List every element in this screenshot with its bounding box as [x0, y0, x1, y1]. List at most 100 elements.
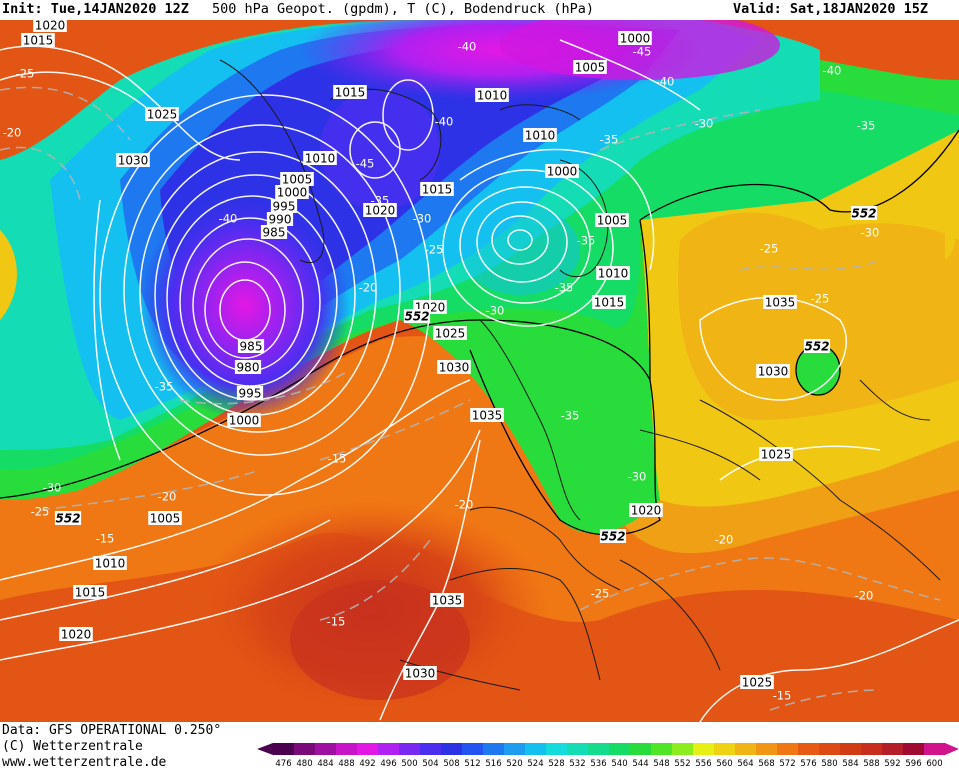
temperature-text: -20 — [158, 490, 177, 504]
legend-swatch-480 — [294, 743, 316, 755]
temperature-label-23: -30 — [628, 470, 647, 484]
temperature-label-20: -15 — [328, 452, 347, 466]
temperature-label-8: -45 — [356, 157, 375, 171]
legend-tick-label: 528 — [548, 759, 564, 769]
temperature-label-31: -20 — [715, 533, 734, 547]
temperature-label-7: -40 — [435, 115, 454, 129]
legend-swatch-508 — [441, 743, 463, 755]
legend-swatch-572 — [777, 743, 799, 755]
legend-tick-label: 552 — [674, 759, 690, 769]
map-title: 500 hPa Geopot. (gpdm), T (C), Bodendruc… — [212, 1, 595, 17]
temperature-text: -35 — [577, 234, 596, 248]
pressure-text: 985 — [263, 226, 286, 240]
temperature-label-2: -40 — [656, 75, 675, 89]
temperature-text: -30 — [861, 226, 880, 240]
legend-tick-label: 600 — [926, 759, 942, 769]
legend-tick-label: 500 — [401, 759, 417, 769]
temperature-text: -20 — [455, 498, 474, 512]
pressure-label-17: 1000 — [545, 164, 579, 179]
gpdm-labels: 552 552 552 552 552 — [54, 206, 878, 544]
legend-tick-label: 484 — [317, 759, 333, 769]
pressure-text: 1015 — [75, 586, 106, 600]
legend-tick-label: 524 — [527, 759, 543, 769]
temperature-text: -20 — [715, 533, 734, 547]
pressure-text: 980 — [237, 361, 260, 375]
pressure-text: 1035 — [472, 409, 503, 423]
temperature-label-4: -35 — [857, 119, 876, 133]
pressure-label-3: 1030 — [116, 153, 150, 168]
legend-swatch-544 — [630, 743, 652, 755]
legend-swatch-596 — [903, 743, 925, 755]
pressure-label-25: 985 — [237, 339, 265, 354]
gpdm-label-0: 552 — [850, 206, 878, 221]
legend-tick-label: 596 — [905, 759, 921, 769]
legend-swatch-492 — [357, 743, 379, 755]
legend-tick-label: 592 — [884, 759, 900, 769]
temperature-text: -40 — [435, 115, 454, 129]
pressure-text: 1030 — [439, 361, 470, 375]
temperature-text: -35 — [857, 119, 876, 133]
pressure-label-12: 1015 — [420, 182, 454, 197]
temperature-label-28: -25 — [31, 505, 50, 519]
temperature-label-10: -30 — [413, 212, 432, 226]
temperature-text: -15 — [96, 532, 115, 546]
temperature-label-13: -20 — [359, 281, 378, 295]
legend-swatch-528 — [546, 743, 568, 755]
legend-swatch-584 — [840, 743, 862, 755]
temperature-text: -20 — [3, 126, 22, 140]
pressure-text: 1005 — [150, 512, 181, 526]
isotherms — [0, 86, 941, 711]
pressure-text: 1015 — [422, 183, 453, 197]
temperature-label-19: -35 — [155, 380, 174, 394]
temperature-label-32: -25 — [591, 587, 610, 601]
temperature-text: -30 — [43, 481, 62, 495]
pressure-label-24: 1035 — [470, 408, 504, 423]
pressure-text: 995 — [239, 387, 262, 401]
pressure-label-27: 995 — [236, 386, 264, 401]
temperature-text: -35 — [561, 409, 580, 423]
temperature-text: -15 — [327, 615, 346, 629]
legend-swatch-556 — [693, 743, 715, 755]
temperature-label-9: -35 — [371, 194, 390, 208]
temperature-label-0: -40 — [458, 40, 477, 54]
pressure-label-26: 980 — [234, 360, 262, 375]
temperature-label-30: -15 — [96, 532, 115, 546]
legend-swatch-524 — [525, 743, 547, 755]
temperature-label-24: -25 — [760, 242, 779, 256]
legend-swatch-552 — [672, 743, 694, 755]
map-header: Init: Tue,14JAN2020 12Z 500 hPa Geopot. … — [0, 0, 959, 20]
pressure-label-7: 1000 — [275, 185, 309, 200]
pressure-text: 1025 — [761, 448, 792, 462]
pressure-label-38: 1035 — [763, 295, 797, 310]
init-time: Init: Tue,14JAN2020 12Z — [2, 1, 189, 17]
gpdm-label-2: 552 — [403, 309, 431, 324]
legend-tick-label: 580 — [821, 759, 837, 769]
pressure-label-35: 1025 — [740, 675, 774, 690]
pressure-text: 985 — [240, 340, 263, 354]
temperature-text: -15 — [328, 452, 347, 466]
legend-arrow-low — [257, 743, 273, 755]
legend-tick-label: 576 — [800, 759, 816, 769]
temperature-text: -35 — [371, 194, 390, 208]
temperature-text: -25 — [16, 67, 35, 81]
gpdm-label-4: 552 — [54, 511, 82, 526]
pressure-label-15: 1005 — [573, 60, 607, 75]
legend-swatch-568 — [756, 743, 778, 755]
temperature-label-3: -40 — [823, 64, 842, 78]
gpdm-text: 552 — [851, 207, 876, 221]
map-footer: Data: GFS OPERATIONAL 0.250° (C) Wetterz… — [0, 722, 959, 770]
temperature-label-35: -15 — [773, 689, 792, 703]
temperature-text: -25 — [31, 505, 50, 519]
temperature-text: -45 — [356, 157, 375, 171]
legend-swatch-496 — [378, 743, 400, 755]
pressure-label-9: 990 — [266, 212, 294, 227]
pressure-label-13: 1010 — [475, 88, 509, 103]
temperature-text: -35 — [555, 281, 574, 295]
pressure-text: 1015 — [23, 34, 54, 48]
legend-swatch-600 — [924, 743, 946, 755]
temperature-text: -15 — [773, 689, 792, 703]
legend-tick-label: 532 — [569, 759, 585, 769]
legend-swatch-580 — [819, 743, 841, 755]
color-legend: 476 480 484 488 492 496 500 504 508 512 516 520 524 5… — [257, 743, 959, 769]
